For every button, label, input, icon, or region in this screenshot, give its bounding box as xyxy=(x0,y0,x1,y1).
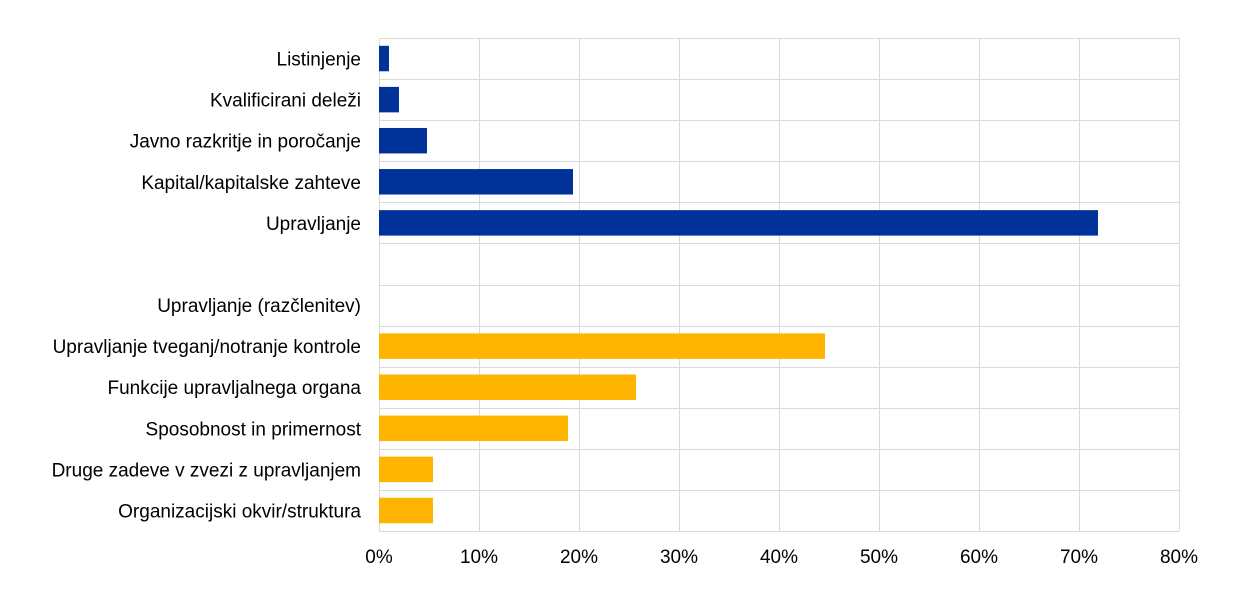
bar xyxy=(379,415,568,442)
category-labels: Listinjenje Kvalificirani deleži Javno raz… xyxy=(52,50,362,523)
bar xyxy=(379,127,427,154)
bar xyxy=(379,497,433,524)
bar xyxy=(379,374,636,400)
category-label: Sposobnost in primernost xyxy=(146,419,362,440)
category-label: Kapital/kapitalske zahteve xyxy=(141,173,361,194)
bar xyxy=(379,456,433,483)
x-tick-label: 60% xyxy=(960,547,998,568)
grid-layer xyxy=(379,38,1180,532)
bar-layer xyxy=(379,45,1098,524)
x-tick-labels: 0% 10% 20% 30% 40% 50% 60% 70% 80% xyxy=(365,547,1198,568)
x-tick-label: 30% xyxy=(660,547,698,568)
category-label: Organizacijski okvir/struktura xyxy=(118,501,361,522)
bar xyxy=(379,210,1098,236)
bar xyxy=(379,45,389,72)
category-label: Javno razkritje in poročanje xyxy=(130,132,361,153)
category-label: Upravljanje tveganj/notranje kontrole xyxy=(53,337,361,358)
category-label: Listinjenje xyxy=(277,50,362,71)
category-label: Funkcije upravljalnega organa xyxy=(108,378,362,399)
x-tick-label: 70% xyxy=(1060,547,1098,568)
category-label: Upravljanje (razčlenitev) xyxy=(157,296,361,317)
bar xyxy=(379,86,399,113)
bar xyxy=(379,169,573,195)
x-tick-label: 40% xyxy=(760,547,798,568)
x-tick-label: 10% xyxy=(460,547,498,568)
category-label: Kvalificirani deleži xyxy=(210,91,361,112)
x-tick-label: 0% xyxy=(365,547,393,568)
category-label: Druge zadeve v zvezi z upravljanjem xyxy=(52,460,361,481)
x-tick-label: 20% xyxy=(560,547,598,568)
x-tick-label: 50% xyxy=(860,547,898,568)
x-tick-label: 80% xyxy=(1160,547,1198,568)
category-label: Upravljanje xyxy=(266,214,361,235)
bar xyxy=(379,333,825,359)
